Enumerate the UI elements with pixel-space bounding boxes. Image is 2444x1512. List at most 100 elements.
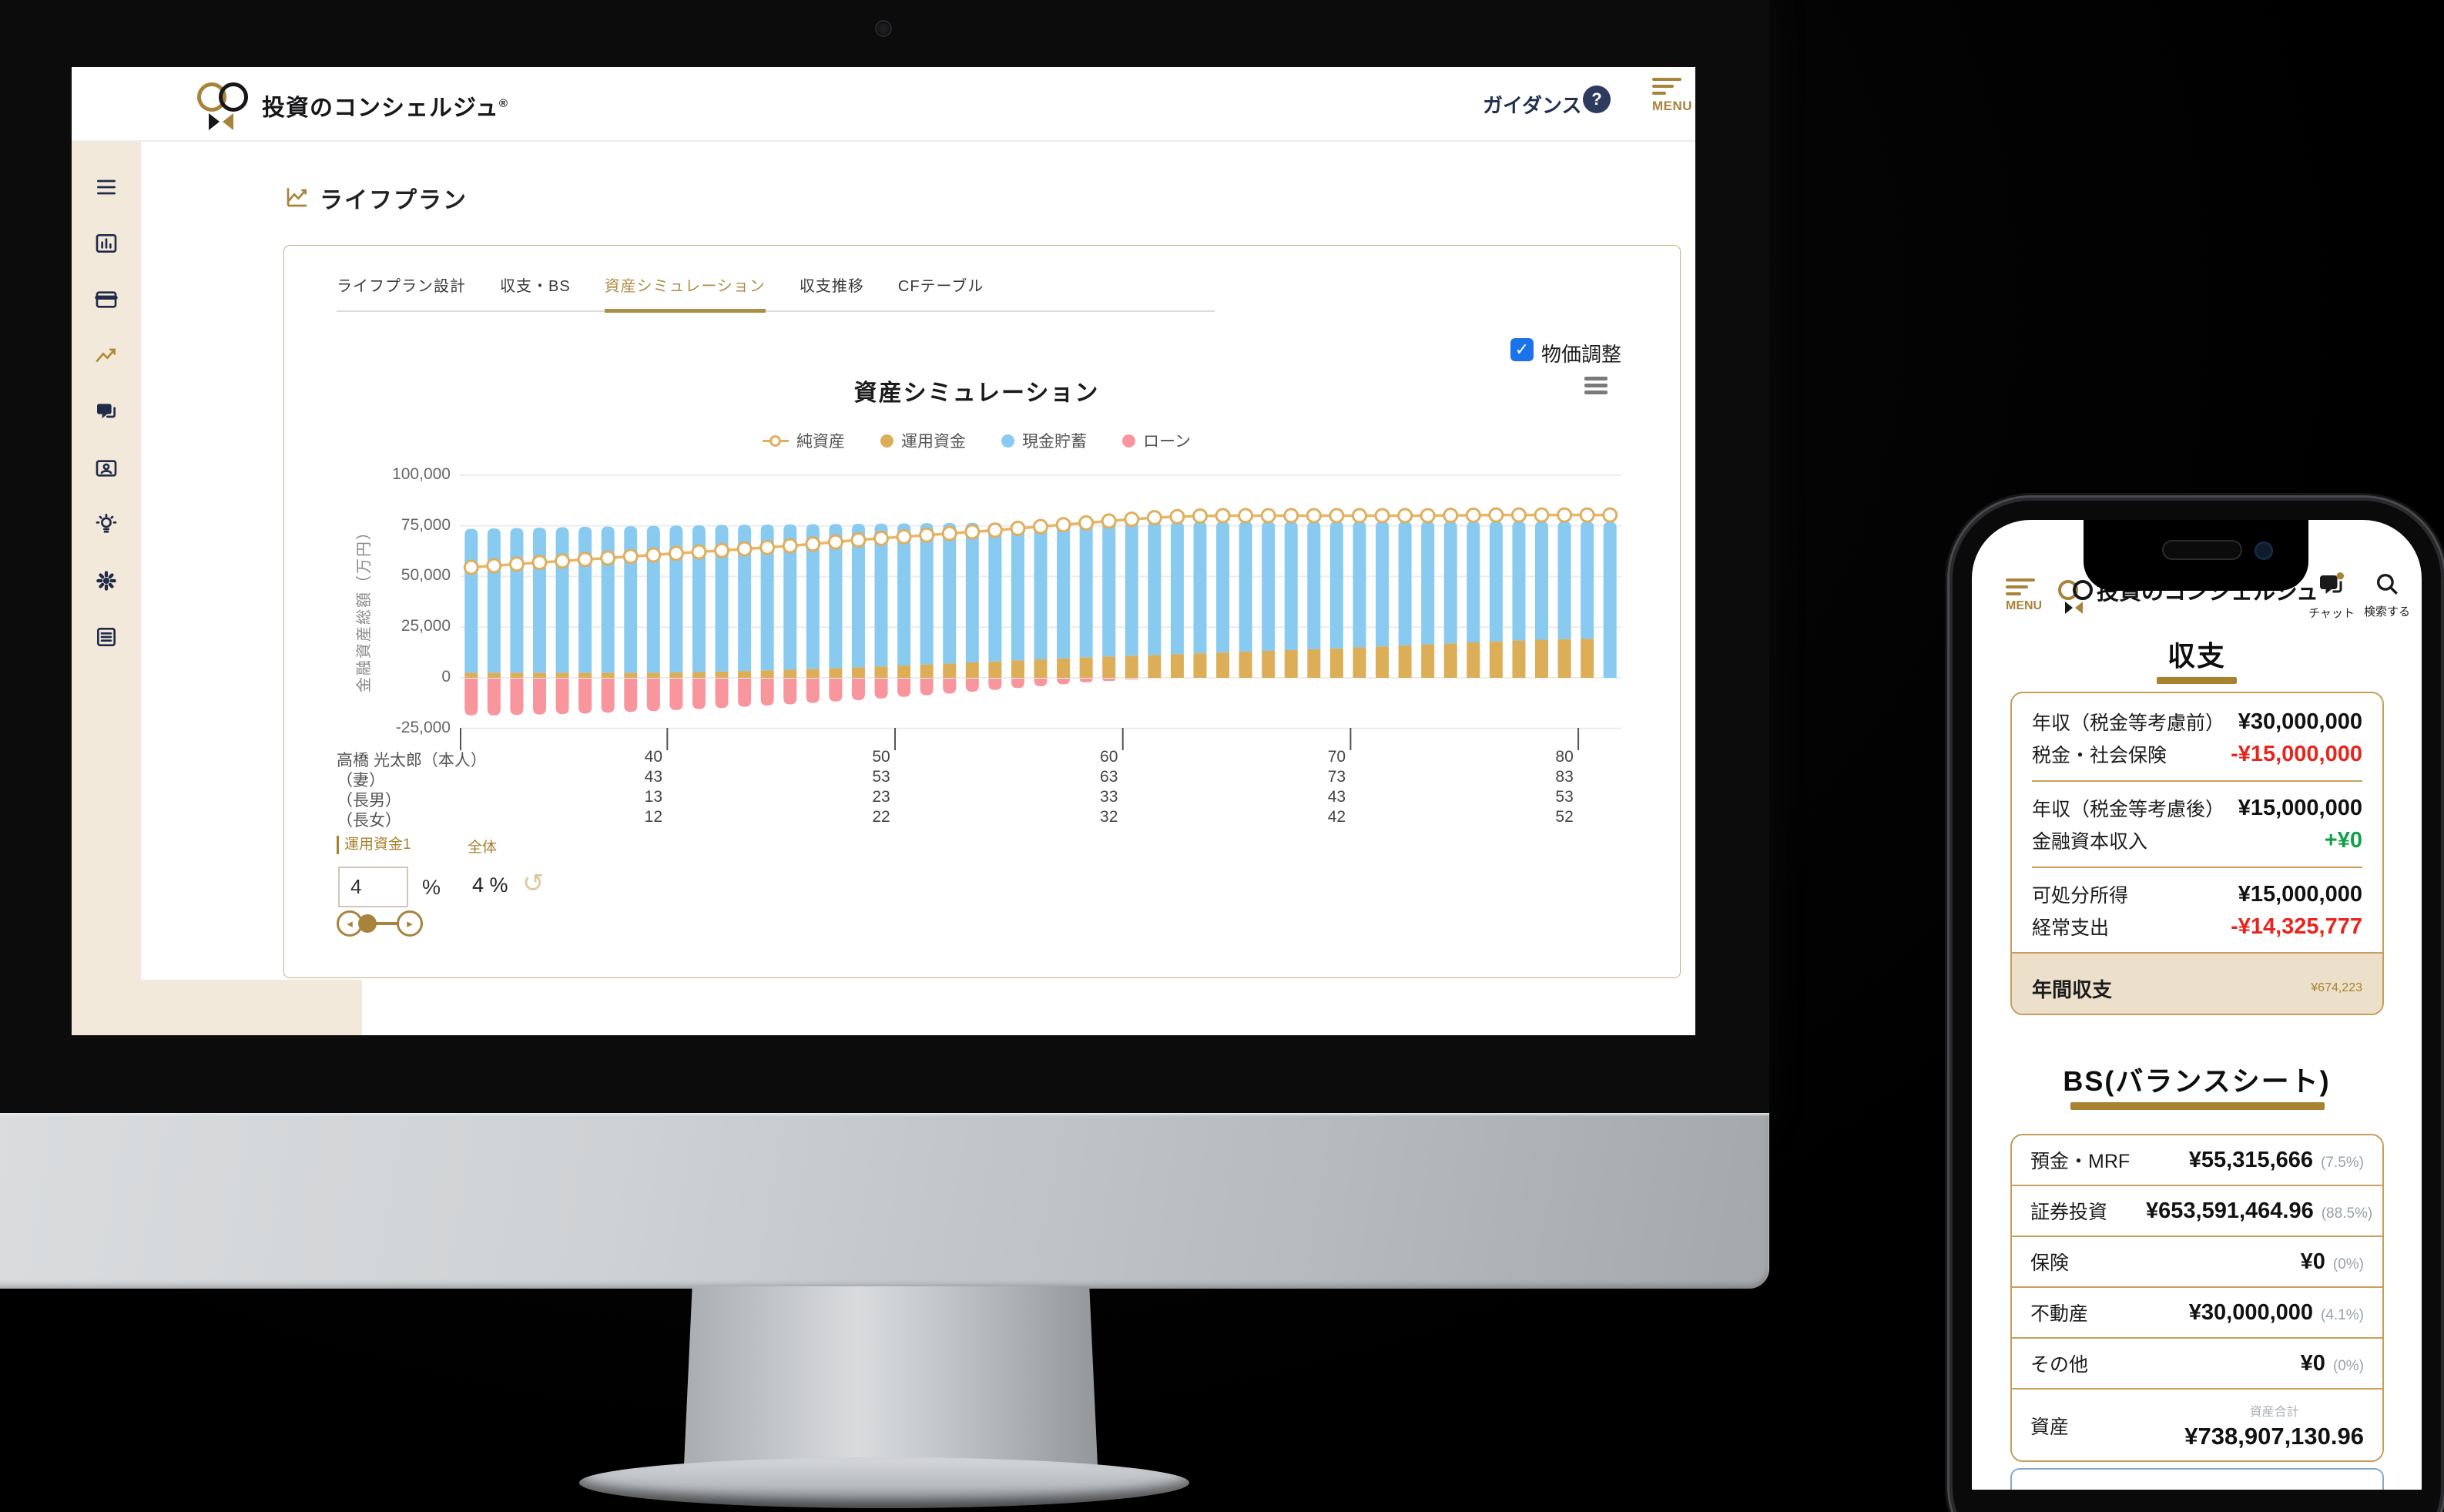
row-label: 年収（税金等考慮後） [2032, 799, 2225, 820]
family-age-value: 33 [1100, 788, 1118, 806]
monitor-camera-dot [877, 22, 890, 35]
sidebar-item-dashboard[interactable] [72, 231, 141, 267]
y-tick-label: 0 [441, 668, 451, 686]
monitor-stand-neck [684, 1286, 1098, 1465]
tab-bar: ライフプラン設計 収支・BS 資産シミュレーション 収支推移 CFテーブル [337, 264, 1215, 313]
row-label: 不動産 [2030, 1303, 2089, 1325]
tab-2[interactable]: 資産シミュレーション [604, 264, 766, 313]
series-dot-icon [1001, 434, 1015, 448]
family-age-value: 40 [644, 748, 662, 766]
fund-rate-input[interactable]: 4 [338, 867, 408, 907]
income-row: 可処分所得 ¥15,000,000 [2012, 878, 2382, 910]
row-label: 金融資本収入 [2032, 831, 2148, 853]
sidebar-item-profile[interactable] [72, 456, 141, 491]
search-button[interactable]: 検索する [2360, 571, 2414, 619]
lifeplan-icon [96, 348, 116, 362]
row-value: ¥30,000,000 [2188, 1299, 2314, 1325]
legend-item[interactable]: ローン [1122, 429, 1191, 452]
help-icon[interactable]: ? [1583, 85, 1611, 113]
annual-balance-row: 年間収支 ¥674,223 [2012, 952, 2382, 1014]
row-value: +¥0 [2324, 827, 2362, 853]
row-value: ¥0 [2300, 1249, 2325, 1274]
percent-sign: % [422, 876, 441, 899]
chat-icon [2320, 572, 2345, 594]
chart-menu-icon[interactable] [1584, 377, 1608, 397]
family-age-value: 53 [872, 768, 890, 786]
app-header: 投資のコンシェルジュ® ガイダンス ? MENU [72, 67, 1695, 142]
overall-tab[interactable]: 全体 [468, 840, 498, 856]
row-percent: (0%) [2332, 1256, 2364, 1272]
chat-button[interactable]: チャット [2308, 571, 2355, 621]
family-row-label: （長女） [337, 812, 401, 830]
assets-total-value: ¥738,907,130.96 [2184, 1423, 2364, 1450]
family-age-value: 83 [1555, 768, 1574, 786]
row-percent: (88.5%) [2321, 1205, 2373, 1222]
family-age-value: 53 [1555, 788, 1574, 806]
legend-item[interactable]: 現金貯蓄 [1001, 429, 1087, 452]
undo-icon[interactable]: ↺ [522, 869, 545, 898]
sidebar-item-lifeplan[interactable] [72, 344, 141, 379]
chart-title: 資産シミュレーション [853, 381, 1100, 406]
legend-label: 運用資金 [901, 433, 967, 451]
income-section-title: 収支 [2167, 640, 2226, 672]
family-age-value: 60 [1100, 748, 1118, 766]
slider-track [369, 922, 404, 925]
y-tick-label: -25,000 [395, 718, 451, 736]
row-percent: (0%) [2332, 1357, 2364, 1374]
slider-increase-button[interactable]: ▸ [397, 910, 423, 937]
assets-total-row: 資産 資産合計 ¥738,907,130.96 [2012, 1390, 2382, 1460]
family-age-value: 43 [644, 768, 662, 786]
page-title: ライフプラン [320, 188, 468, 213]
legend-label: 現金貯蓄 [1022, 433, 1088, 451]
sidebar-item-menu[interactable] [72, 175, 141, 210]
asset-chart-plot [460, 465, 1621, 758]
y-tick-label: 100,000 [392, 464, 451, 483]
tab-4[interactable]: CFテーブル [897, 278, 984, 295]
income-row: 税金・社会保険 -¥15,000,000 [2012, 738, 2382, 770]
bs-card: 預金・MRF ¥55,315,666 (7.5%) 証券投資 ¥653,591,464.… [2010, 1134, 2384, 1462]
bs-title-underline [2070, 1102, 2325, 1110]
tab-0[interactable]: ライフプラン設計 [337, 278, 466, 295]
registered-mark: ® [498, 97, 508, 110]
row-value: ¥0 [2300, 1350, 2325, 1376]
sidebar-item-advice[interactable] [72, 512, 141, 548]
tab-1[interactable]: 収支・BS [500, 278, 571, 295]
family-row-label: （長男） [337, 792, 401, 810]
legend-label: ローン [1143, 433, 1191, 451]
series-dot-icon [1122, 434, 1136, 448]
family-age-value: 63 [1100, 768, 1118, 786]
legend-item[interactable]: 純資産 [763, 429, 845, 452]
chat-icon [97, 404, 116, 418]
phone-screen: MENU 投資のコンシェルジュ チャット 検索する [1972, 520, 2422, 1490]
bs-row: 預金・MRF ¥55,315,666 (7.5%) [2012, 1135, 2382, 1186]
price-adjust-label: 物価調整 [1541, 343, 1622, 366]
sidebar-item-accounts[interactable] [72, 287, 141, 323]
monitor-stand-base [579, 1457, 1189, 1508]
row-value: -¥15,000,000 [2231, 741, 2362, 766]
sidebar-item-reports[interactable] [72, 625, 141, 660]
family-row-label: 高橋 光太郎（本人） [337, 752, 487, 769]
monitor-screen: 投資のコンシェルジュ® ガイダンス ? MENU ライフプラン ライフプラン設計… [72, 67, 1695, 1035]
row-value: ¥55,315,666 [2188, 1147, 2314, 1172]
search-icon [2376, 573, 2398, 595]
bs-row: 保険 ¥0 (0%) [2012, 1237, 2382, 1288]
fund1-tab[interactable]: 運用資金1 [337, 836, 411, 854]
row-label: 証券投資 [2030, 1202, 2108, 1223]
tab-3[interactable]: 収支推移 [799, 278, 864, 295]
price-adjust-checkbox[interactable]: ✓ [1510, 338, 1534, 361]
legend-item[interactable]: 運用資金 [880, 429, 966, 452]
bs-section-title: BS(バランスシート) [2063, 1065, 2331, 1097]
guidance-link[interactable]: ガイダンス [1483, 94, 1582, 117]
family-age-value: 32 [1100, 808, 1118, 826]
y-tick-label: 25,000 [401, 617, 451, 635]
family-age-value: 22 [872, 808, 890, 826]
phone-menu-button[interactable]: MENU [2006, 578, 2042, 613]
sidebar-item-chat[interactable] [72, 400, 141, 435]
overall-rate-value: 4 % [472, 873, 508, 897]
header-menu-button[interactable]: MENU [1652, 78, 1694, 114]
row-label: 税金・社会保険 [2032, 745, 2167, 766]
sidebar-item-settings[interactable] [72, 568, 141, 604]
advice-icon [96, 514, 117, 533]
slider-handle[interactable] [358, 914, 377, 933]
